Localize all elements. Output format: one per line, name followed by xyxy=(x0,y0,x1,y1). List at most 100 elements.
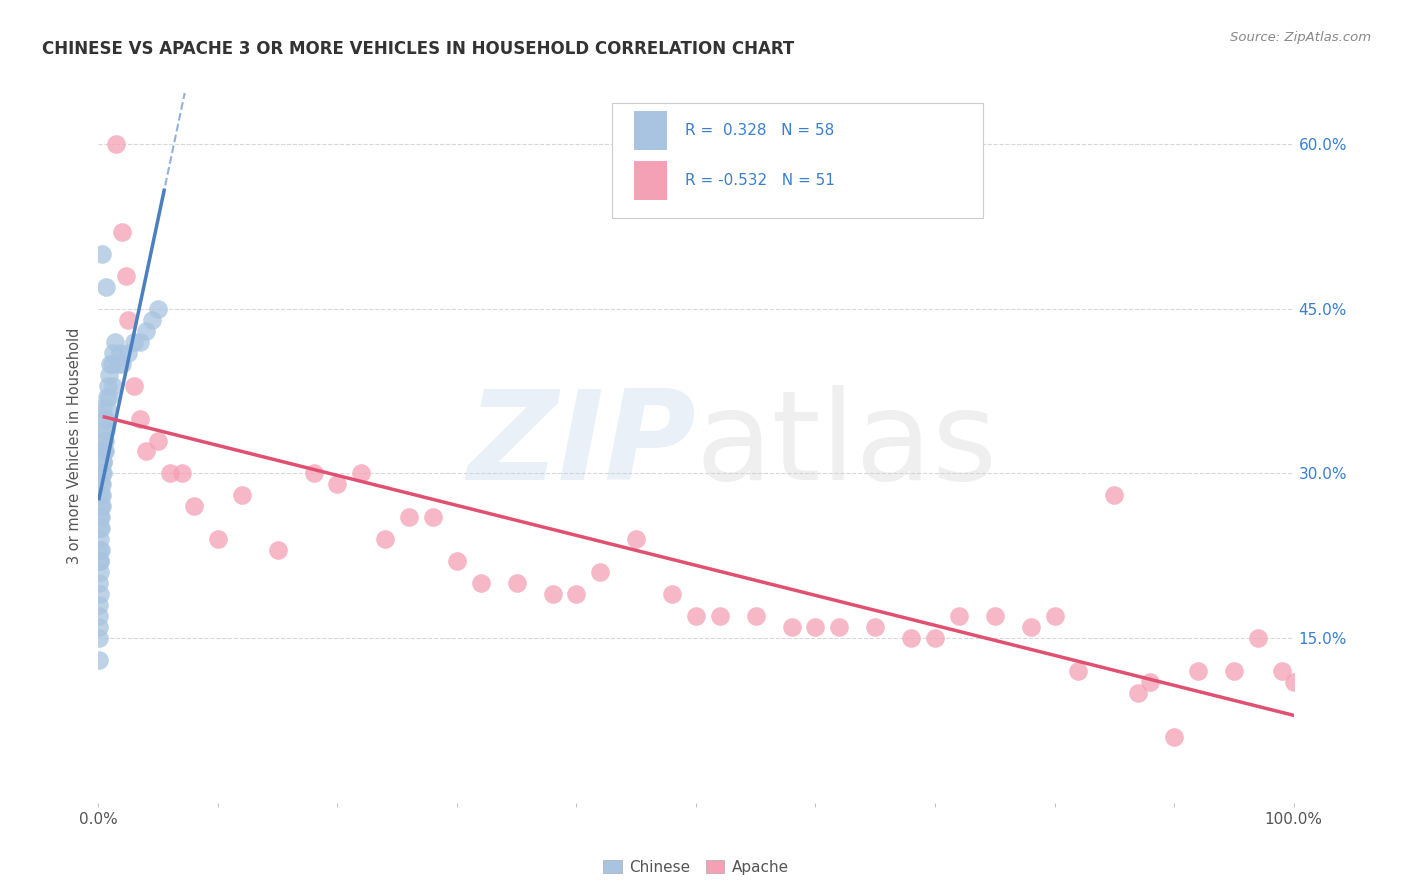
Point xyxy=(91,455,114,469)
Y-axis label: 3 or more Vehicles in Household: 3 or more Vehicles in Household xyxy=(67,328,83,564)
Point xyxy=(900,631,922,645)
Legend: Chinese, Apache: Chinese, Apache xyxy=(598,854,794,880)
Point xyxy=(93,444,115,458)
Point xyxy=(148,301,170,316)
Point xyxy=(90,488,112,502)
Point xyxy=(374,533,396,547)
Point xyxy=(100,357,122,371)
Point xyxy=(626,533,648,547)
Point xyxy=(129,411,152,425)
Text: R = -0.532   N = 51: R = -0.532 N = 51 xyxy=(685,173,835,188)
FancyBboxPatch shape xyxy=(634,161,668,200)
Point xyxy=(141,312,163,326)
Point xyxy=(1282,675,1305,690)
Point xyxy=(1104,488,1126,502)
Point xyxy=(129,334,152,349)
Point xyxy=(89,533,111,547)
Point xyxy=(89,543,111,558)
Point xyxy=(470,576,492,591)
Point xyxy=(89,554,111,568)
Point xyxy=(422,510,444,524)
Point xyxy=(780,620,803,634)
Point xyxy=(96,390,118,404)
Point xyxy=(183,500,205,514)
Point xyxy=(91,467,114,481)
Point xyxy=(398,510,420,524)
Point xyxy=(93,455,115,469)
Point xyxy=(1163,730,1185,744)
Point xyxy=(541,587,564,601)
Point xyxy=(1223,664,1246,678)
Point xyxy=(745,609,768,624)
Point xyxy=(94,280,117,294)
Point xyxy=(446,554,468,568)
Point xyxy=(135,324,157,338)
Point xyxy=(1247,631,1270,645)
Point xyxy=(565,587,588,601)
Point xyxy=(1139,675,1161,690)
Point xyxy=(91,247,114,261)
Point xyxy=(94,444,117,458)
Point xyxy=(104,334,127,349)
Point xyxy=(111,225,134,239)
Point xyxy=(96,401,118,415)
Point xyxy=(89,521,111,535)
Point xyxy=(91,500,114,514)
Point xyxy=(91,467,114,481)
Point xyxy=(172,467,194,481)
Point xyxy=(90,510,112,524)
Point xyxy=(89,598,111,612)
Point xyxy=(101,378,124,392)
Point xyxy=(148,434,170,448)
Point xyxy=(948,609,970,624)
Point xyxy=(302,467,325,481)
Point xyxy=(94,411,117,425)
Text: R =  0.328   N = 58: R = 0.328 N = 58 xyxy=(685,123,835,138)
Point xyxy=(828,620,851,634)
Text: CHINESE VS APACHE 3 OR MORE VEHICLES IN HOUSEHOLD CORRELATION CHART: CHINESE VS APACHE 3 OR MORE VEHICLES IN … xyxy=(42,40,794,58)
Point xyxy=(91,401,114,415)
Point xyxy=(924,631,946,645)
Point xyxy=(661,587,683,601)
Point xyxy=(105,137,128,152)
Point xyxy=(91,477,114,491)
Point xyxy=(124,334,146,349)
Point xyxy=(96,411,118,425)
Point xyxy=(1019,620,1042,634)
Point xyxy=(97,378,120,392)
Point xyxy=(91,444,114,458)
Point xyxy=(117,312,139,326)
FancyBboxPatch shape xyxy=(634,111,668,150)
Text: Source: ZipAtlas.com: Source: ZipAtlas.com xyxy=(1230,31,1371,45)
Point xyxy=(207,533,229,547)
Point xyxy=(93,434,115,448)
Point xyxy=(506,576,529,591)
Point xyxy=(589,566,612,580)
Point xyxy=(709,609,731,624)
Point xyxy=(97,390,120,404)
Point xyxy=(93,423,115,437)
Point xyxy=(111,357,134,371)
Point xyxy=(267,543,290,558)
Point xyxy=(87,653,110,667)
Point xyxy=(685,609,707,624)
Point xyxy=(1271,664,1294,678)
Point xyxy=(90,488,112,502)
Point xyxy=(1187,664,1209,678)
Point xyxy=(89,576,111,591)
Text: atlas: atlas xyxy=(696,385,998,507)
Point xyxy=(804,620,827,634)
Point xyxy=(98,357,122,371)
Point xyxy=(1128,686,1150,700)
Point xyxy=(90,543,112,558)
Point xyxy=(1067,664,1090,678)
Point xyxy=(89,609,111,624)
Point xyxy=(350,467,373,481)
Point xyxy=(90,477,112,491)
Point xyxy=(865,620,887,634)
Point xyxy=(117,345,139,359)
Point xyxy=(984,609,1007,624)
Point xyxy=(108,345,131,359)
Point xyxy=(115,268,138,283)
Point xyxy=(159,467,181,481)
